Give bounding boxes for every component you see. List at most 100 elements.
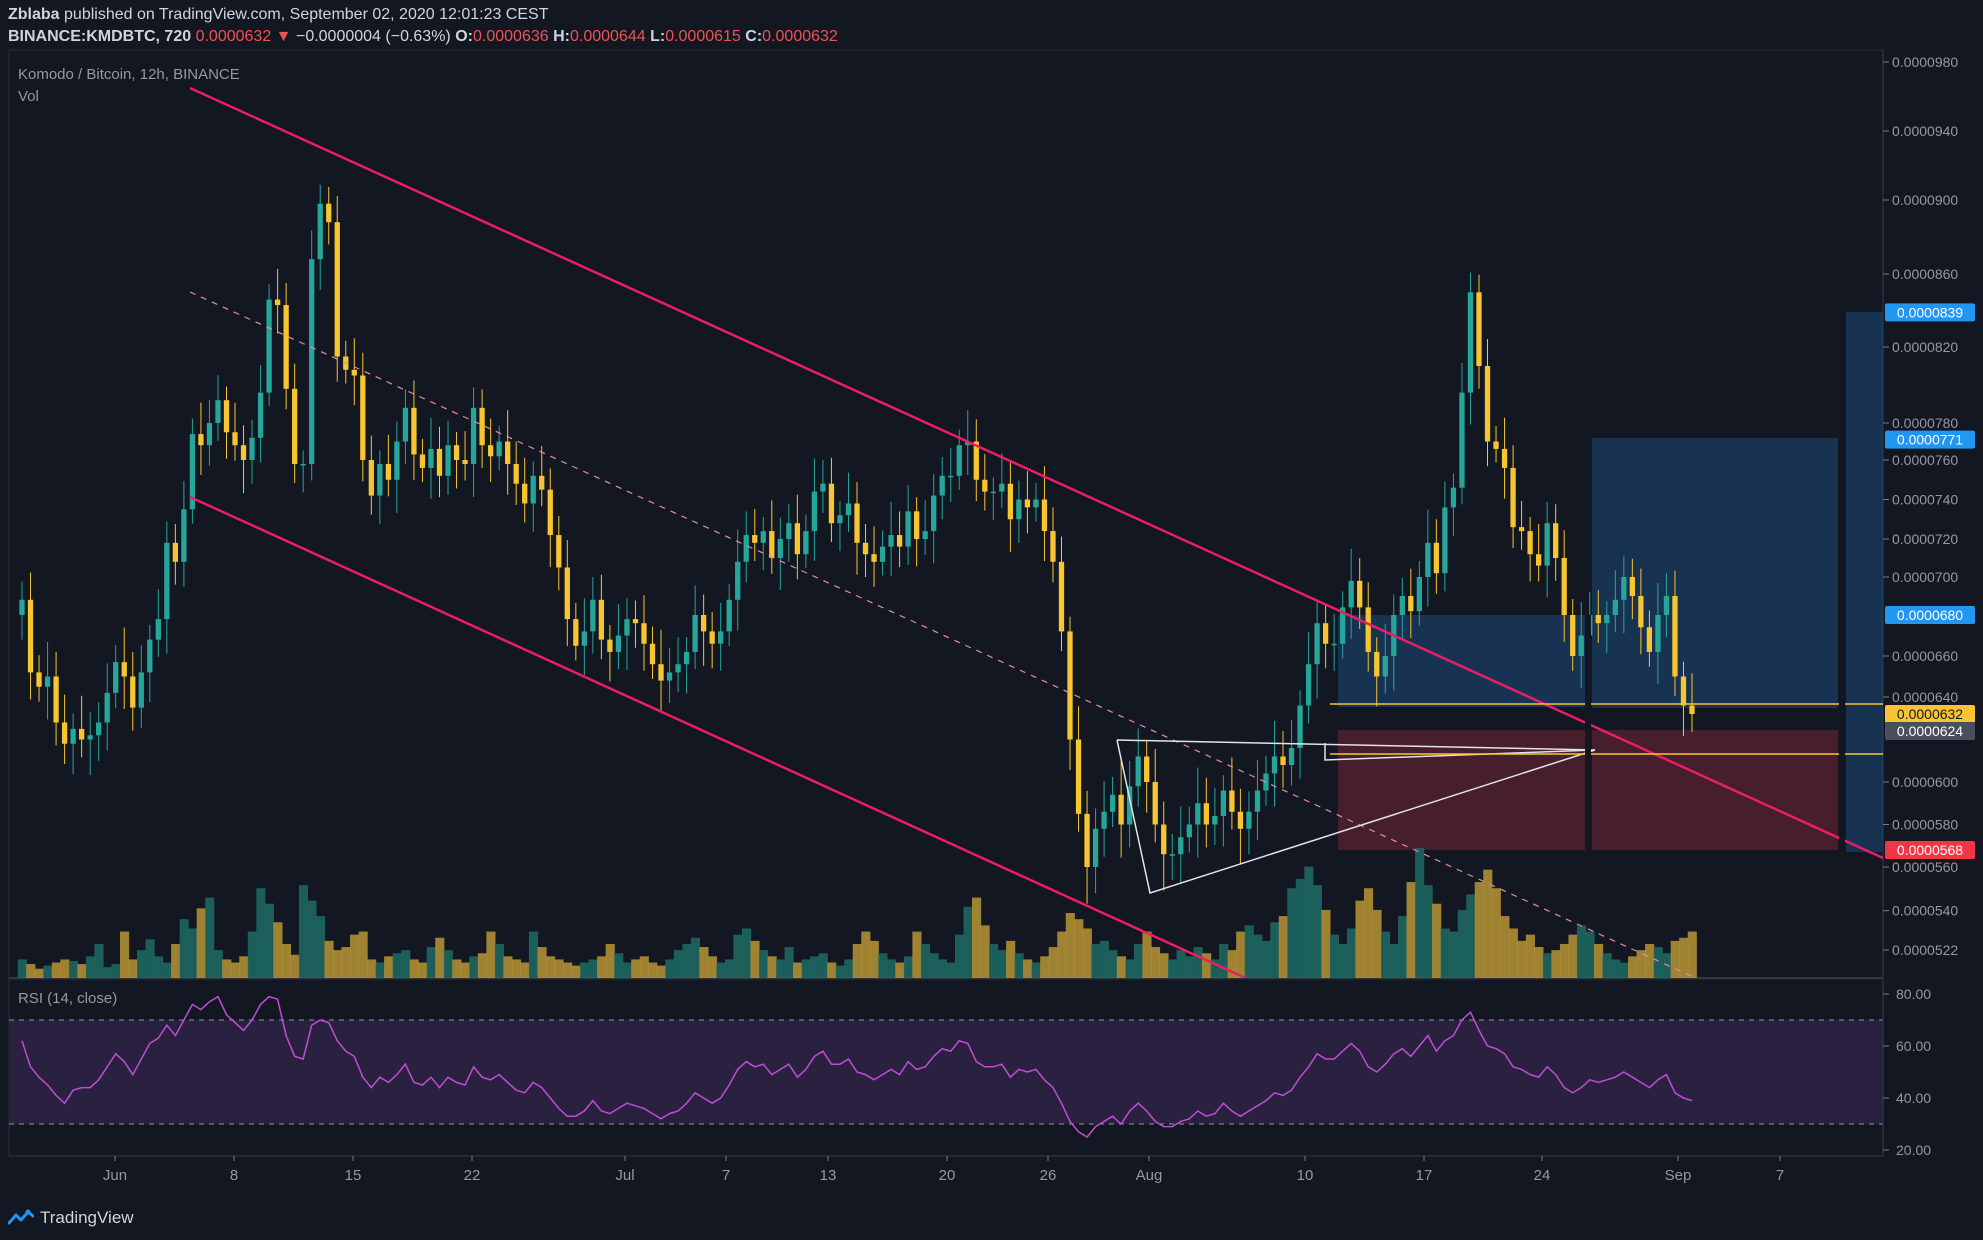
candle-body — [632, 619, 639, 624]
volume-bar — [1278, 916, 1288, 978]
volume-bar — [119, 931, 130, 978]
candle-body — [1271, 756, 1278, 774]
candle-body — [854, 503, 860, 543]
candle-body — [1118, 794, 1124, 825]
long-target-zone-3[interactable] — [1846, 312, 1883, 852]
volume-bar — [912, 931, 922, 978]
candle-body — [377, 463, 383, 496]
candle-body — [505, 441, 511, 464]
volume-bar — [60, 959, 70, 978]
candle-body — [419, 454, 426, 468]
candle-body — [121, 662, 127, 677]
long-stop-zone-2[interactable] — [1592, 730, 1838, 850]
volume-bar — [1057, 931, 1067, 978]
candle-body — [411, 407, 417, 455]
long-target-zone-2[interactable] — [1592, 438, 1838, 708]
candle-body — [1518, 527, 1525, 532]
rsi-axis[interactable]: 80.00 60.00 40.00 20.00 — [1883, 986, 1931, 1158]
rsi-line[interactable] — [21, 995, 1693, 1138]
volume-bar — [1491, 888, 1501, 978]
volume-bar — [128, 959, 138, 978]
channel-upper-line[interactable] — [189, 86, 1883, 860]
candle-body — [828, 483, 835, 524]
candle-body — [786, 523, 792, 539]
author-name[interactable]: Zblaba — [8, 6, 60, 23]
price-axis[interactable]: 0.0000980 0.0000940 0.0000900 0.0000860 0.00… — [1883, 54, 1958, 958]
candle-body — [147, 639, 153, 673]
volume-bar — [920, 943, 931, 978]
price-tick-label: 0.0000580 — [1892, 817, 1958, 833]
long-stop-zone-1[interactable] — [1338, 730, 1588, 850]
volume-bar — [111, 964, 121, 978]
candle-body — [1493, 441, 1499, 449]
volume-bar — [1244, 925, 1254, 978]
volume-bar — [298, 885, 309, 978]
volume-bar — [648, 962, 658, 978]
candle-body — [104, 692, 110, 723]
volume-bar — [1108, 950, 1118, 978]
candle-body — [1655, 615, 1661, 652]
volume-bar — [290, 954, 300, 978]
volume-series — [17, 848, 1697, 978]
candle-body — [1689, 705, 1695, 714]
volume-bar — [614, 953, 624, 978]
time-tick-label: 10 — [1297, 1167, 1314, 1184]
time-axis[interactable]: Jun 8 15 22 Jul 7 13 20 26 Aug 10 17 24 Sep 7 — [103, 1156, 1784, 1184]
volume-bar — [494, 943, 505, 978]
volume-bar — [358, 931, 368, 978]
volume-bar — [937, 959, 948, 978]
candle-body — [36, 672, 42, 687]
candle-body — [1672, 596, 1678, 677]
candle-body — [1322, 623, 1329, 644]
volume-bar — [1406, 882, 1416, 978]
volume-bar — [469, 956, 479, 978]
candle-body — [777, 539, 783, 558]
volume-bar — [622, 962, 632, 978]
candle-body — [1578, 635, 1584, 656]
volume-bar — [1619, 962, 1629, 978]
candle-body — [462, 460, 468, 464]
volume-bar — [997, 950, 1007, 978]
volume-bar — [810, 956, 820, 978]
volume-bar — [1270, 922, 1280, 978]
candle-body — [1621, 577, 1627, 600]
price-tick-label: 0.0000980 — [1892, 54, 1958, 70]
rsi-band — [9, 1020, 1883, 1124]
candle-body — [982, 479, 988, 492]
rsi-legend[interactable]: RSI (14, close) — [18, 990, 118, 1007]
candle-body — [666, 672, 673, 681]
volume-bar — [1304, 866, 1314, 978]
candle-body — [820, 483, 826, 492]
volume-bar — [154, 956, 164, 978]
channel-lower-line[interactable] — [189, 495, 1250, 980]
triangle-pattern[interactable] — [1116, 739, 1596, 894]
volume-bar — [1312, 885, 1322, 978]
candle-body — [973, 441, 979, 480]
candle-body — [1016, 499, 1022, 520]
price-change: −0.0000004 (−0.63%) — [295, 28, 451, 45]
tradingview-logo[interactable]: TradingView — [8, 1208, 134, 1228]
time-tick-label: Jul — [615, 1167, 634, 1184]
candle-body — [1092, 828, 1099, 867]
candle-body — [1612, 599, 1618, 615]
volume-bar — [264, 903, 274, 978]
candle-body — [1553, 523, 1559, 558]
chart-title[interactable]: Komodo / Bitcoin, 12h, BINANCE — [18, 66, 240, 83]
candle-body — [436, 448, 443, 476]
candle-body — [27, 599, 34, 673]
candle-body — [155, 619, 161, 640]
candle-body — [922, 531, 928, 539]
candle-body — [1203, 803, 1209, 825]
volume-legend[interactable]: Vol — [18, 88, 39, 105]
symbol-name[interactable]: BINANCE:KMDBTC, 720 — [8, 28, 192, 45]
volume-bar — [1346, 928, 1357, 978]
candle-body — [300, 463, 306, 466]
channel-mid-line[interactable] — [189, 291, 1700, 980]
candle-body — [215, 400, 221, 423]
price-label-box — [1885, 606, 1975, 624]
volume-bar — [520, 962, 530, 978]
volume-bar — [511, 959, 522, 978]
candle-body — [539, 475, 545, 490]
volume-bar — [1653, 947, 1663, 978]
